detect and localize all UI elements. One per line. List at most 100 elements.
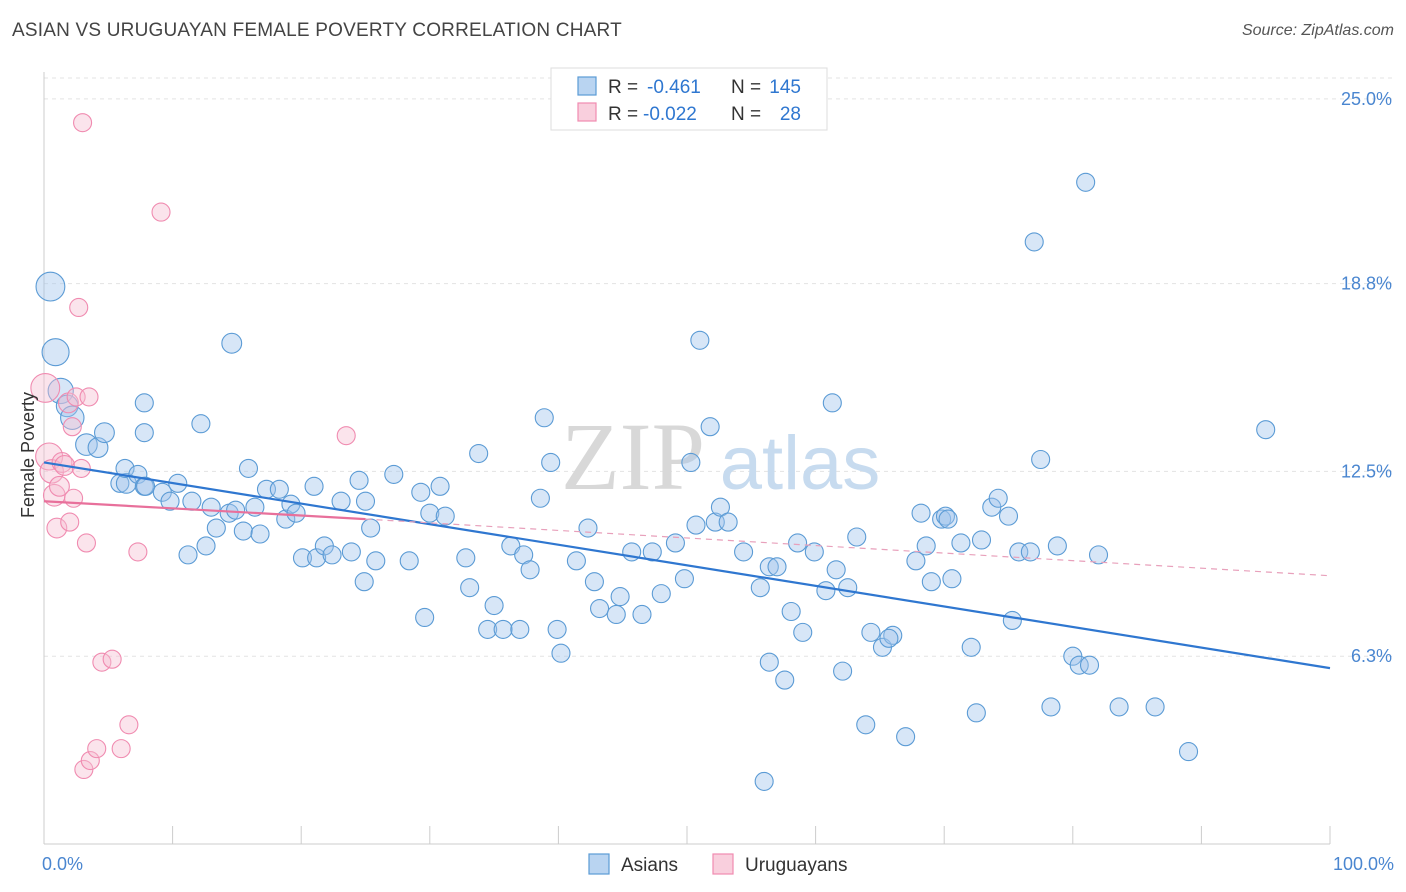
asian-point (430, 476, 450, 496)
asian-point (551, 643, 571, 663)
uruguayan-trend-extension (365, 518, 1331, 577)
asian-point (469, 443, 489, 464)
asian-point (578, 518, 598, 538)
asian-point (349, 470, 369, 490)
asian-point (700, 417, 720, 437)
legend-r-value: -0.461 (647, 77, 701, 98)
asian-point (534, 408, 554, 428)
asian-point (1076, 172, 1096, 192)
asian-point (238, 458, 259, 478)
uruguayan-point (62, 417, 82, 437)
asian-point (269, 479, 289, 499)
uruguayan-point (102, 649, 122, 669)
asian-point (322, 545, 342, 565)
watermark-atlas: atlas (720, 421, 881, 506)
asian-point (1009, 542, 1029, 562)
asian-point (541, 452, 561, 473)
uruguayan-point (51, 452, 73, 473)
asian-point (411, 482, 431, 502)
x-tick-label: 0.0% (42, 854, 83, 874)
asian-point (804, 542, 824, 562)
watermark-zip: ZIP (561, 403, 705, 510)
asian-point (793, 622, 813, 642)
asian-point (286, 503, 306, 523)
asian-point (384, 464, 404, 484)
x-tick-labels: 0.0% 100.0% (42, 854, 1394, 874)
series-asians-points (35, 172, 1276, 791)
asian-point (134, 423, 154, 443)
uruguayan-point (119, 715, 139, 735)
asian-point (304, 476, 324, 496)
asian-point (1002, 610, 1022, 630)
asian-trend-line (43, 461, 1331, 670)
asian-point (718, 512, 738, 532)
asian-point (674, 569, 694, 589)
uruguayan-point (69, 297, 89, 318)
legend-top: R = -0.461 N = 145 R = -0.022 N = 28 (550, 67, 828, 131)
asian-point (951, 533, 971, 553)
asian-point (961, 637, 981, 657)
asian-point (93, 422, 115, 444)
legend-bottom-swatch-uruguayans (712, 853, 734, 875)
asian-point (1109, 697, 1129, 717)
asian-point (35, 271, 66, 302)
asian-point (856, 715, 876, 735)
uruguayan-point (87, 739, 107, 759)
asian-point (1079, 655, 1100, 675)
asian-point (686, 515, 706, 535)
asian-point (435, 506, 455, 526)
asian-point (879, 628, 899, 648)
asian-point (606, 604, 626, 625)
y-tick-labels: 6.3% 12.5% 18.8% 25.0% (1341, 89, 1392, 666)
asian-point (520, 560, 540, 580)
legend-n-value: 145 (769, 77, 801, 98)
source-label: Source: ZipAtlas.com (1241, 22, 1394, 39)
asian-point (816, 581, 836, 601)
uruguayan-point (76, 533, 96, 553)
asian-point (942, 569, 962, 589)
legend-r-label: R = (608, 104, 638, 125)
uruguayan-point (336, 426, 356, 446)
x-tick-label: 100.0% (1333, 854, 1394, 874)
asian-point (833, 661, 853, 681)
uruguayan-point (80, 750, 100, 771)
asian-point (41, 338, 70, 367)
asian-point (896, 727, 916, 747)
asian-point (250, 524, 270, 544)
asian-point (399, 551, 419, 571)
axes (43, 72, 1331, 845)
asian-point (510, 619, 530, 639)
asian-point (998, 506, 1019, 526)
asian-point (632, 604, 652, 625)
asian-point (838, 578, 858, 598)
asian-point (759, 652, 779, 672)
asian-point (415, 607, 435, 628)
asian-point (822, 393, 842, 413)
asian-point (178, 545, 198, 565)
asian-point (307, 548, 327, 568)
y-axis-label: Female Poverty (18, 392, 38, 518)
asian-point (331, 491, 351, 511)
asian-point (136, 476, 156, 496)
asian-point (460, 578, 480, 598)
series-uruguayans-points (30, 113, 356, 780)
asian-point (966, 703, 986, 723)
asian-point (754, 771, 774, 791)
uruguayan-point (30, 373, 61, 403)
asian-point (590, 598, 610, 619)
asian-point (366, 551, 386, 571)
asian-point (355, 491, 376, 511)
asian-point (826, 560, 846, 580)
legend-n-label: N = (731, 77, 761, 98)
asian-point (1024, 232, 1044, 252)
uruguayan-point (151, 202, 171, 222)
legend-n-value: 28 (780, 104, 801, 125)
asian-point (911, 503, 931, 523)
asian-point (665, 533, 685, 553)
uruguayan-point (79, 387, 99, 407)
asian-point (478, 619, 498, 639)
asian-point (1047, 536, 1067, 556)
asian-point (134, 393, 154, 413)
asian-point (921, 572, 941, 592)
uruguayan-point (48, 475, 70, 497)
